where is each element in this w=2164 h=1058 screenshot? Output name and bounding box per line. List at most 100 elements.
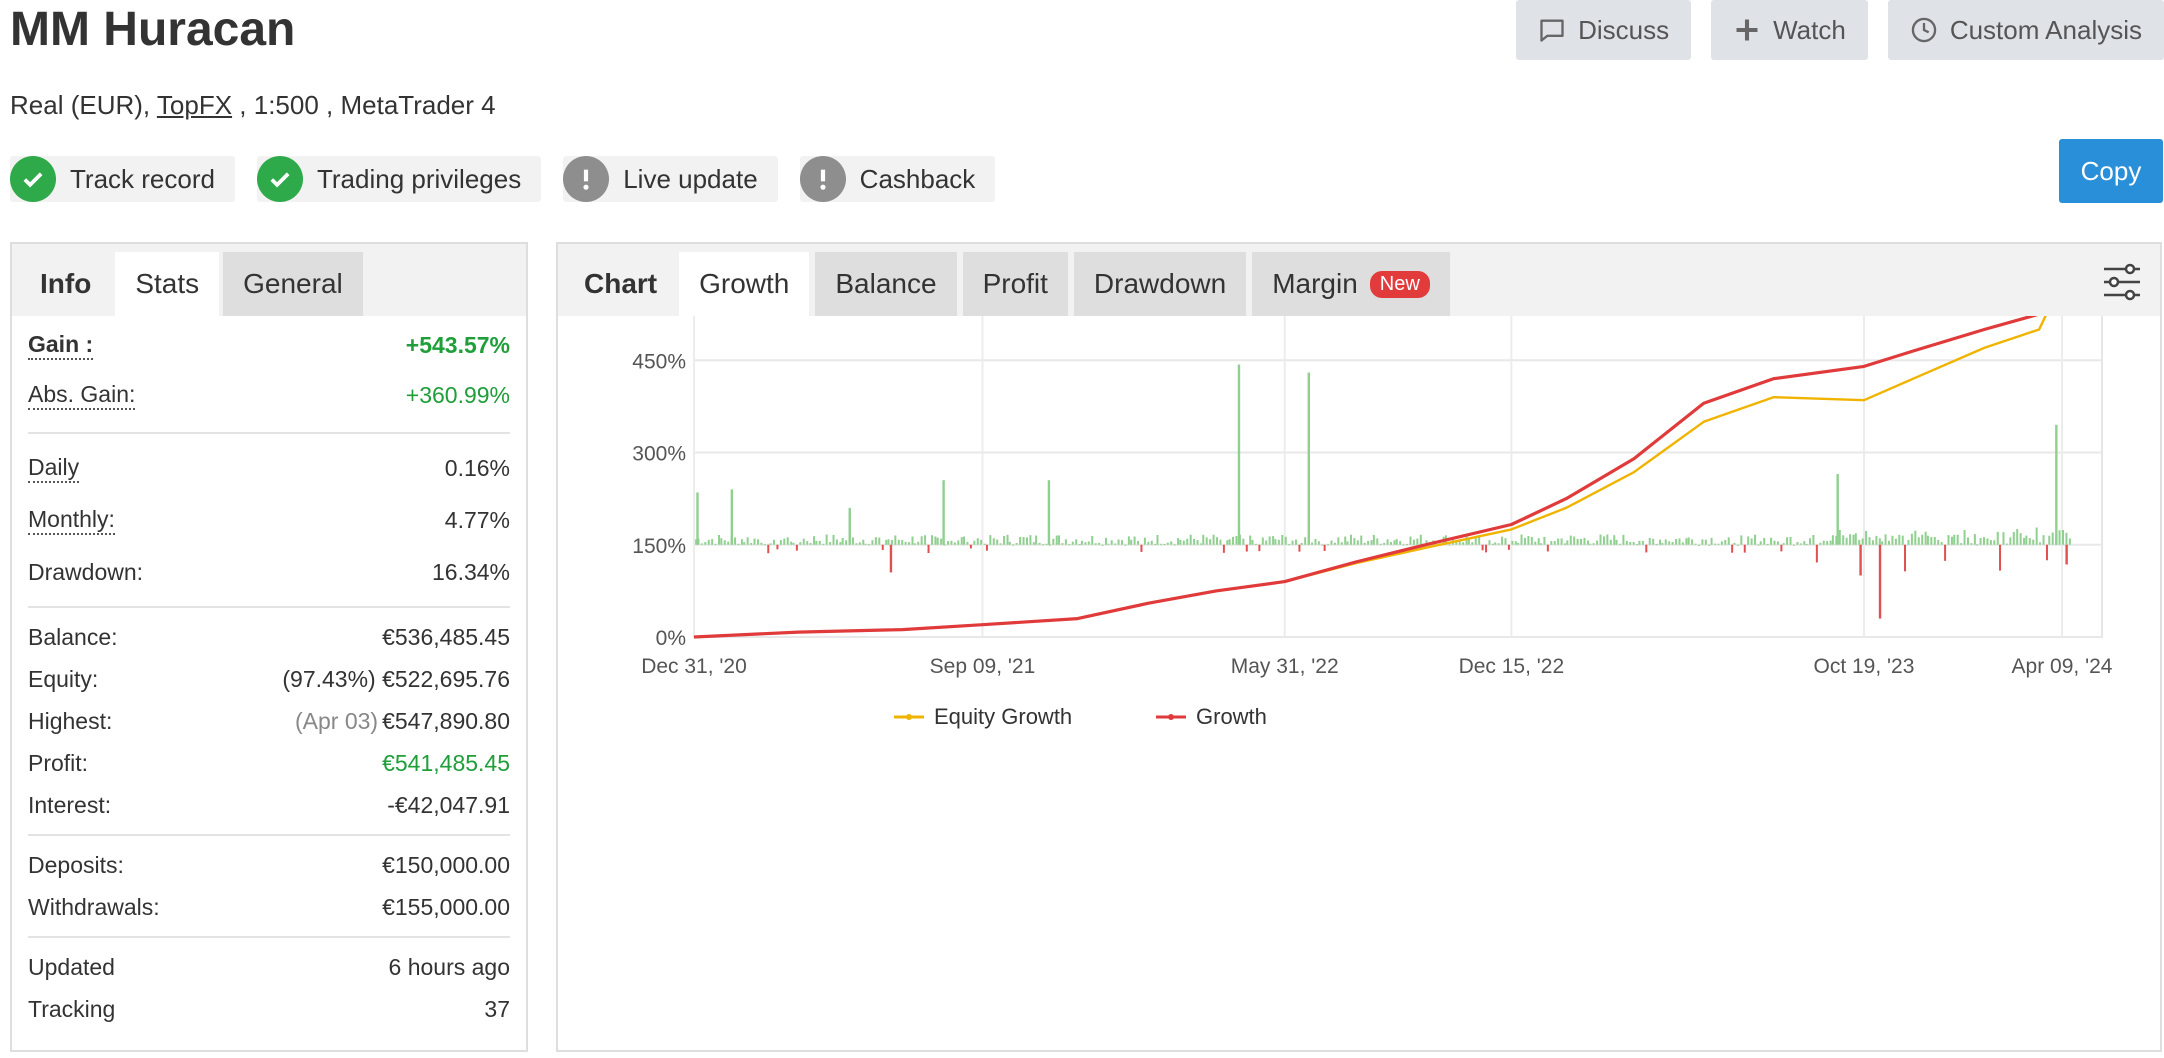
profit-bar: [911, 536, 914, 545]
watch-button[interactable]: Watch: [1711, 0, 1868, 60]
stats-panel: Info Stats General Gain : +543.57% Abs. …: [10, 242, 528, 1052]
profit-bar: [1304, 537, 1307, 545]
profit-bar: [1346, 541, 1349, 545]
profit-bar: [1606, 534, 1609, 545]
tab-general[interactable]: General: [223, 252, 363, 316]
custom-analysis-button[interactable]: Custom Analysis: [1887, 0, 2164, 60]
profit-bar: [1511, 540, 1514, 545]
profit-bar: [864, 543, 867, 545]
profit-bar: [1731, 544, 1734, 553]
profit-bar: [1399, 541, 1402, 545]
gain-label[interactable]: Gain :: [28, 331, 94, 360]
profit-bar: [767, 544, 770, 554]
tab-profit[interactable]: Profit: [962, 252, 1068, 316]
profit-bar: [1104, 537, 1107, 545]
daily-label[interactable]: Daily: [28, 454, 80, 483]
profit-bar: [1678, 538, 1681, 545]
profit-bar: [983, 543, 986, 545]
profit-bar: [1015, 543, 1018, 545]
badge-live-update[interactable]: Live update: [563, 156, 778, 202]
profit-bar: [1685, 538, 1688, 545]
profit-bar: [1147, 541, 1150, 545]
profit-bar: [802, 538, 805, 545]
profit-bar: [960, 537, 963, 545]
profit-bar: [1390, 541, 1393, 545]
monthly-value: 4.77%: [444, 506, 510, 533]
profit-bar: [723, 540, 726, 545]
profit-bar: [1671, 542, 1674, 545]
badge-label: Track record: [70, 163, 215, 194]
profit-bar: [969, 544, 972, 549]
highest-label: Highest:: [28, 707, 113, 734]
profit-bar: [1661, 543, 1664, 545]
profit-bar: [1481, 544, 1484, 551]
profit-bar: [1805, 544, 1808, 546]
badge-trading-privileges[interactable]: Trading privileges: [256, 156, 542, 202]
profit-bar: [1891, 535, 1894, 545]
profit-bar: [1078, 544, 1081, 546]
profit-bar: [851, 537, 854, 545]
profit-bar: [1462, 542, 1465, 545]
broker-link[interactable]: TopFX: [156, 90, 233, 120]
profit-bar: [813, 536, 816, 545]
profit-bar: [1379, 543, 1382, 545]
monthly-label[interactable]: Monthly:: [28, 506, 115, 535]
profit-bar: [1835, 535, 1838, 545]
sliders-icon[interactable]: [2100, 260, 2144, 304]
profit-bar: [927, 544, 930, 554]
profit-bar: [2002, 532, 2005, 545]
leverage-platform: , 1:500 , MetaTrader 4: [239, 90, 496, 120]
profit-bar: [1884, 534, 1887, 545]
profit-bar: [1349, 534, 1352, 545]
abs-gain-label[interactable]: Abs. Gain:: [28, 381, 136, 410]
profit-bar: [772, 539, 775, 545]
profit-bar: [1228, 539, 1231, 545]
profit-bar: [1189, 534, 1192, 545]
profit-bar: [1799, 543, 1802, 545]
profit-bar: [750, 543, 753, 545]
profit-bar: [1055, 535, 1058, 545]
profit-bar: [1894, 538, 1897, 545]
deposits-label: Deposits:: [28, 851, 124, 878]
profit-bar: [1268, 536, 1271, 545]
tab-stats[interactable]: Stats: [115, 252, 220, 316]
profit-bar: [1300, 543, 1303, 545]
profit-bar: [1006, 534, 1009, 545]
profit-bar: [1704, 539, 1707, 545]
profit-bar: [1193, 538, 1196, 545]
tab-growth[interactable]: Growth: [679, 252, 810, 316]
profit-bar: [1757, 544, 1760, 546]
x-tick-label: Apr 09, '24: [2012, 655, 2113, 678]
tab-drawdown[interactable]: Drawdown: [1073, 252, 1247, 316]
badge-track-record[interactable]: Track record: [10, 156, 235, 202]
profit-bar: [1550, 541, 1553, 545]
profit-bar: [1681, 542, 1684, 545]
badge-cashback[interactable]: Cashback: [799, 156, 996, 202]
daily-value: 0.16%: [444, 454, 510, 481]
profit-bar: [700, 543, 703, 545]
profit-bar: [1609, 539, 1612, 545]
tab-balance[interactable]: Balance: [815, 252, 957, 316]
profit-bar: [1622, 534, 1625, 545]
profit-bar: [1156, 534, 1159, 545]
profit-bar: [878, 537, 881, 545]
profit-spike: [1307, 372, 1310, 545]
profit-bar: [1956, 534, 1959, 545]
profit-bar: [1091, 535, 1094, 545]
profit-spike: [942, 480, 945, 545]
verification-badges: Track record Trading privileges Live upd…: [10, 156, 996, 202]
profit-bar: [1812, 534, 1815, 545]
discuss-button[interactable]: Discuss: [1516, 0, 1692, 60]
profit-bar: [1770, 537, 1773, 545]
profit-bar: [1907, 539, 1910, 545]
tab-margin[interactable]: Margin New: [1252, 252, 1450, 316]
profit-bar: [1501, 536, 1504, 545]
profit-bar: [2068, 538, 2071, 545]
profit-bar: [839, 542, 842, 545]
profit-spike: [730, 489, 734, 545]
profit-bar: [1868, 537, 1871, 545]
tab-info[interactable]: Info: [40, 268, 92, 299]
profit-bar: [950, 540, 953, 545]
copy-button[interactable]: Copy: [2059, 139, 2163, 203]
